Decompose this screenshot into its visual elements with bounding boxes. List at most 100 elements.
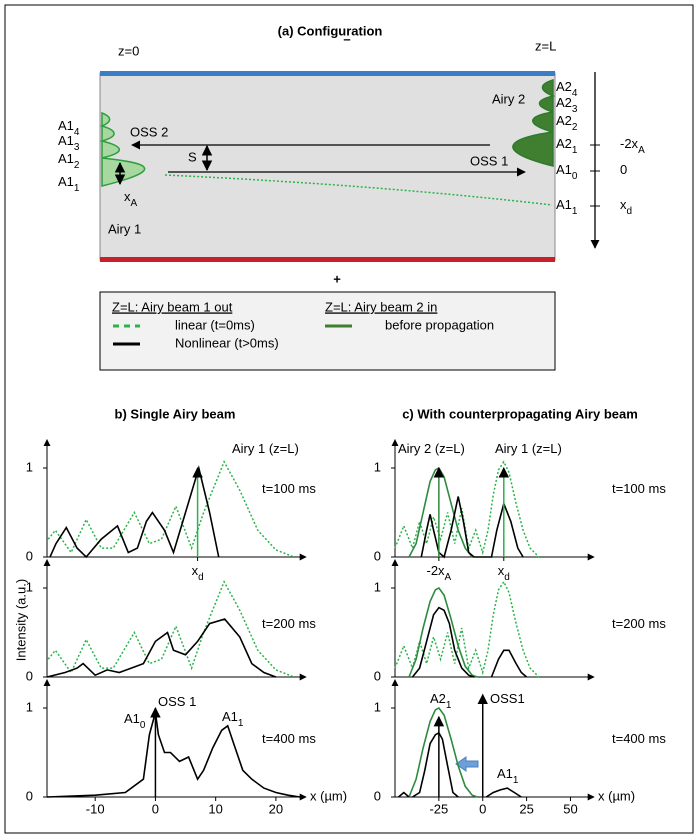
frame [4,4,694,834]
x-tick-label: -10 [86,801,105,816]
right-label-sub: 3 [572,104,578,115]
left-label-base: A1 [58,174,74,189]
annotation: Airy 2 (z=L) [398,441,465,456]
x-tick-label-base: -2x [426,563,445,578]
right-label-sub: 0 [572,171,578,182]
annotation: t=400 ms [612,731,666,746]
left-label-sub: 2 [74,160,80,171]
axis-label: xd [620,197,632,217]
curve [408,706,478,798]
legend-label: linear (t=0ms) [175,317,255,332]
annotation: t=100 ms [262,481,316,496]
right-label: A10 [556,162,578,182]
z0-label: z=0 [118,43,139,58]
x-axis-label: x (µm) [310,788,347,803]
right-label-sub: 1 [572,206,578,217]
annotation-base: Airy 1 (z=L) [232,441,299,456]
y-tick-label: 1 [26,699,33,714]
legend-header: Z=L: Airy beam 2 in [325,299,437,314]
annotation: t=100 ms [612,481,666,496]
curve [46,712,301,798]
y-tick-label: 0 [26,548,33,563]
negative-electrode [100,71,555,76]
y-axis-label: Intensity (a.u.) [13,579,28,661]
y-tick-label: 0 [26,788,33,803]
left-label-base: A1 [58,151,74,166]
annotation: A21 [430,691,452,711]
x-tick-label: 0 [152,801,159,816]
annotation-base: A1 [124,711,140,726]
axis-label-sub: A [638,145,645,156]
right-label-sub: 1 [572,145,578,156]
left-label: A12 [58,151,80,171]
right-label-sub: 4 [572,88,578,99]
x-tick-label: -2xA [426,563,451,583]
y-tick-label: 0 [374,788,381,803]
axis-label: 0 [620,162,627,177]
y-tick-label: 0 [26,668,33,683]
zl-label: z=L [535,38,556,53]
annotation-base: t=200 ms [262,616,316,631]
minus-sign: – [343,31,350,46]
y-tick-label: 0 [374,548,381,563]
axis-label-base: x [620,197,627,212]
x-tick-label: 0 [479,801,486,816]
subplot-title: b) Single Airy beam [115,406,236,421]
x-axis-label: x (µm) [598,788,635,803]
right-label: A11 [556,197,578,217]
x-tick-label: 50 [563,801,577,816]
right-label: A21 [556,136,578,156]
y-tick-label: 1 [26,459,33,474]
right-label-base: A2 [556,113,572,128]
legend-label: Nonlinear (t>0ms) [175,335,279,350]
annotation-base: Airy 2 (z=L) [398,441,465,456]
annotation: t=400 ms [262,731,316,746]
legend-label: before propagation [385,317,494,332]
right-label-base: A1 [556,197,572,212]
annotation-base: A1 [222,709,238,724]
airy2-profile [512,78,556,167]
xa-label-base: x [124,189,131,204]
legend-box [99,291,556,371]
annotation-base: t=100 ms [262,481,316,496]
annotation-sub: 1 [238,718,244,729]
axis-label-base: -2x [620,136,639,151]
curve [47,460,295,558]
y-tick-label: 0 [374,668,381,683]
annotation-base: t=200 ms [612,616,666,631]
right-label: A23 [556,95,578,115]
annotation-base: t=400 ms [612,731,666,746]
oss2-label: OSS 2 [130,124,168,139]
left-label-base: A1 [58,133,74,148]
left-label: A11 [58,174,80,194]
airy1-label: Airy 1 [108,221,141,236]
left-label-base: A1 [58,118,74,133]
curve [49,464,220,559]
right-label: A24 [556,79,578,99]
annotation-base: t=100 ms [612,481,666,496]
annotation: OSS 1 [158,694,196,709]
y-tick-label: 1 [374,579,381,594]
x-tick-label-sub: d [504,572,510,583]
annotation: A11 [222,709,244,729]
annotation: Airy 1 (z=L) [232,441,299,456]
curve [46,618,277,678]
right-label-base: A2 [556,136,572,151]
x-tick-label: xd [498,563,510,583]
x-tick-label-base: x [192,563,199,578]
xa-label: xA [124,189,138,209]
airy2-label: Airy 2 [492,91,525,106]
left-label: A14 [58,118,80,138]
curve [397,731,522,798]
positive-electrode [100,257,555,262]
annotation-base: t=400 ms [262,731,316,746]
xa-label-sub: A [131,198,138,209]
axis-label-sub: d [627,206,633,217]
annotation-base: OSS 1 [158,694,196,709]
left-label-sub: 4 [74,127,80,138]
axis-label: -2xA [620,136,645,156]
right-label-base: A2 [556,95,572,110]
annotation-base: A1 [497,766,513,781]
y-tick-label: 1 [374,699,381,714]
x-tick-label: 25 [519,801,533,816]
